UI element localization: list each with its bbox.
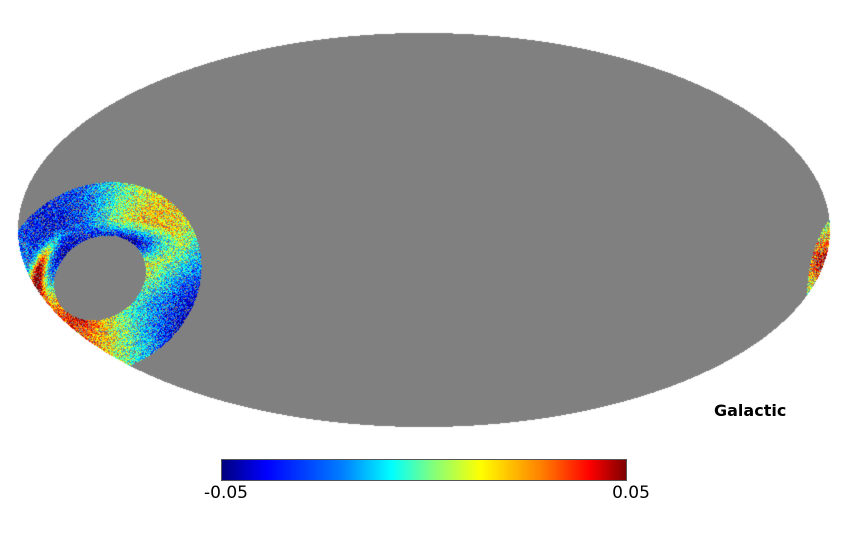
colorbar-min-label: -0.05 bbox=[204, 483, 248, 503]
coordinate-system-label: Galactic bbox=[714, 401, 787, 420]
colorbar-gradient bbox=[221, 459, 627, 481]
colorbar-max-label: 0.05 bbox=[612, 483, 650, 503]
colorbar bbox=[221, 459, 627, 481]
